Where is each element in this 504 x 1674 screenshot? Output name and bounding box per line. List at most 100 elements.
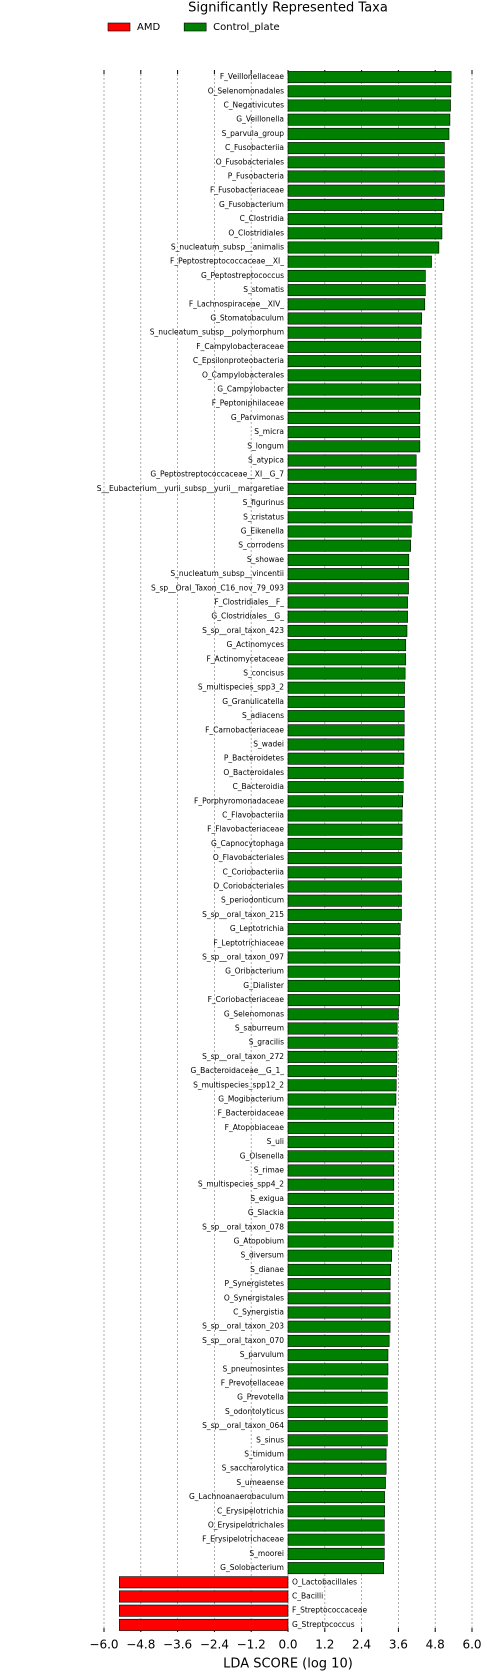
bar	[287, 369, 422, 382]
legend-swatch	[183, 22, 207, 32]
category-label: G_Dialister	[243, 981, 285, 990]
bar	[287, 1065, 397, 1078]
bar	[287, 1519, 385, 1532]
bar	[287, 1136, 395, 1149]
bar	[287, 227, 443, 240]
category-label: S_multispecies_spp12_2	[193, 1080, 284, 1089]
bar	[287, 738, 405, 751]
category-label: G_Bacteroidaceae__G_1_	[191, 1066, 285, 1075]
category-label: S_saburreum	[235, 1024, 284, 1033]
category-label: S_parvula_group	[222, 129, 285, 138]
category-label: S_sp__oral_taxon_203	[202, 1322, 284, 1331]
bar	[287, 880, 402, 893]
category-label: C_Bacteroidia	[233, 782, 284, 791]
category-label: S_stomatis	[243, 285, 284, 294]
category-label: F_Carnobacteriaceae	[205, 725, 284, 734]
bar	[287, 1363, 389, 1376]
category-label: F_Flavobacteriaceae	[207, 825, 284, 834]
bar	[287, 1249, 392, 1262]
category-label: G_Fusobacterium	[219, 200, 284, 209]
bar	[287, 1036, 398, 1049]
bar	[287, 1405, 388, 1418]
bar	[287, 482, 417, 495]
bar	[287, 383, 422, 396]
category-label: G_Leptotrichia	[230, 924, 284, 933]
bar	[287, 397, 421, 410]
category-label: S_corrodens	[238, 541, 284, 550]
category-label: S_sp__oral_taxon_078	[202, 1222, 284, 1231]
category-label: S_concisus	[243, 669, 284, 678]
category-label: G_Selenomonas	[224, 1009, 284, 1018]
bar	[287, 1420, 388, 1433]
bar	[287, 710, 405, 723]
bar	[287, 1391, 388, 1404]
category-label: S_periodonticum	[221, 896, 284, 905]
bar	[287, 454, 417, 467]
category-label: C_Bacilli	[292, 1592, 323, 1601]
category-label: F_Coriobacteriaceae	[208, 995, 285, 1004]
category-label: G_Veillonella	[236, 115, 284, 124]
x-tick-label: −3.6	[163, 1638, 192, 1652]
category-label: C_Fusobacteriia	[225, 143, 284, 152]
category-label: S_multispecies_spp4_2	[198, 1180, 284, 1189]
bar	[287, 85, 452, 98]
category-label: G_Atopobium	[234, 1237, 284, 1246]
bar	[287, 1448, 387, 1461]
x-tick-label: −4.8	[126, 1638, 155, 1652]
bar	[119, 1618, 289, 1631]
bar	[119, 1576, 289, 1589]
bar	[287, 695, 405, 708]
category-label: S_nucleatum_subsp__polymorphum	[150, 328, 284, 337]
category-label: F_Prevotellaceae	[221, 1379, 285, 1388]
bar	[287, 908, 402, 921]
bar	[287, 596, 408, 609]
bar	[287, 766, 404, 779]
category-label: F_Peptostreptococcaceae__XI_	[170, 257, 284, 266]
category-label: F_Lachnospiraceae__XIV_	[189, 299, 284, 308]
category-label: S_uli	[267, 1137, 284, 1146]
category-label: C_Flavobacteriia	[222, 811, 284, 820]
category-label: S_sp__oral_taxon_070	[202, 1336, 284, 1345]
category-label: S_figurinus	[243, 498, 284, 507]
legend-label: Control_plate	[213, 22, 279, 33]
bar	[287, 269, 426, 282]
bar	[287, 1121, 395, 1134]
bar	[287, 1491, 385, 1504]
x-tick-label: 1.2	[315, 1638, 334, 1652]
bar	[287, 639, 407, 652]
bar	[287, 653, 407, 666]
category-label: S_sp__oral_taxon_064	[202, 1421, 284, 1430]
category-label: G_Olsenella	[240, 1151, 284, 1160]
category-label: P_Synergistetes	[224, 1279, 284, 1288]
bar	[287, 1192, 394, 1205]
bar	[287, 170, 445, 183]
bar	[287, 681, 405, 694]
category-label: F_Bacteroidaceae	[218, 1109, 285, 1118]
category-label: G_Streptococcus	[292, 1620, 355, 1629]
bar	[287, 965, 400, 978]
legend-swatch	[107, 22, 131, 32]
category-label: C_Epsilonproteobacteria	[193, 356, 284, 365]
category-label: S_parvulum	[240, 1350, 284, 1359]
bar	[287, 312, 423, 325]
bar	[287, 468, 417, 481]
bar	[287, 894, 402, 907]
bar	[287, 1349, 389, 1362]
bar	[287, 1263, 392, 1276]
category-label: S_diversum	[241, 1251, 284, 1260]
bar	[287, 667, 406, 680]
category-label: F_Porphyromonadaceae	[194, 796, 284, 805]
bar	[287, 71, 452, 84]
category-label: G_Eikenella	[241, 527, 284, 536]
bar	[287, 1547, 385, 1560]
x-tick-label: 6.0	[462, 1638, 481, 1652]
category-label: C_Clostridia	[240, 214, 284, 223]
category-label: O_Campylobacterales	[202, 370, 284, 379]
category-label: S_exigua	[250, 1194, 284, 1203]
category-label: S_wadei	[253, 740, 284, 749]
category-label: F_Actinomycetaceae	[206, 654, 284, 663]
bar	[119, 1604, 289, 1617]
category-label: S_rimae	[254, 1166, 285, 1175]
category-label: S_atypica	[248, 456, 284, 465]
